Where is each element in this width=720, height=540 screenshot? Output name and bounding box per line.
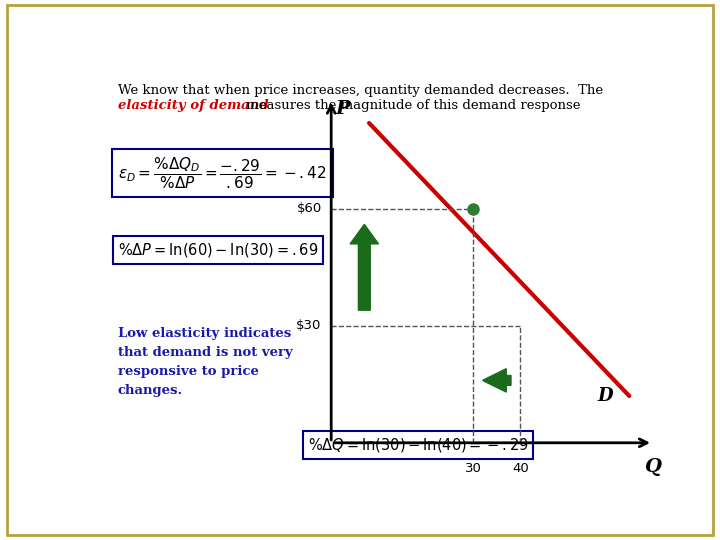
- Text: 30: 30: [464, 462, 482, 475]
- Text: elasticity of demand: elasticity of demand: [118, 99, 269, 112]
- Text: measures the magnitude of this demand response: measures the magnitude of this demand re…: [242, 99, 580, 112]
- Text: We know that when price increases, quantity demanded decreases.  The: We know that when price increases, quant…: [118, 84, 603, 97]
- Text: $\%\Delta P = \ln(60) - \ln(30) = .69$: $\%\Delta P = \ln(60) - \ln(30) = .69$: [118, 241, 318, 259]
- Text: $30: $30: [297, 319, 322, 332]
- Text: D: D: [598, 387, 613, 405]
- FancyArrow shape: [350, 225, 379, 310]
- Text: Q: Q: [644, 458, 662, 476]
- Text: $\%\Delta Q = \ln(30) - \ln(40) = -.29$: $\%\Delta Q = \ln(30) - \ln(40) = -.29$: [307, 436, 528, 454]
- Text: P: P: [336, 99, 351, 118]
- Text: $60: $60: [297, 202, 322, 215]
- Text: Low elasticity indicates
that demand is not very
responsive to price
changes.: Low elasticity indicates that demand is …: [118, 327, 292, 397]
- FancyArrow shape: [482, 369, 511, 392]
- Text: $\varepsilon_D = \dfrac{\%\Delta Q_D}{\%\Delta P} = \dfrac{-.29}{.69} = -.42$: $\varepsilon_D = \dfrac{\%\Delta Q_D}{\%…: [118, 155, 326, 191]
- Text: 40: 40: [512, 462, 528, 475]
